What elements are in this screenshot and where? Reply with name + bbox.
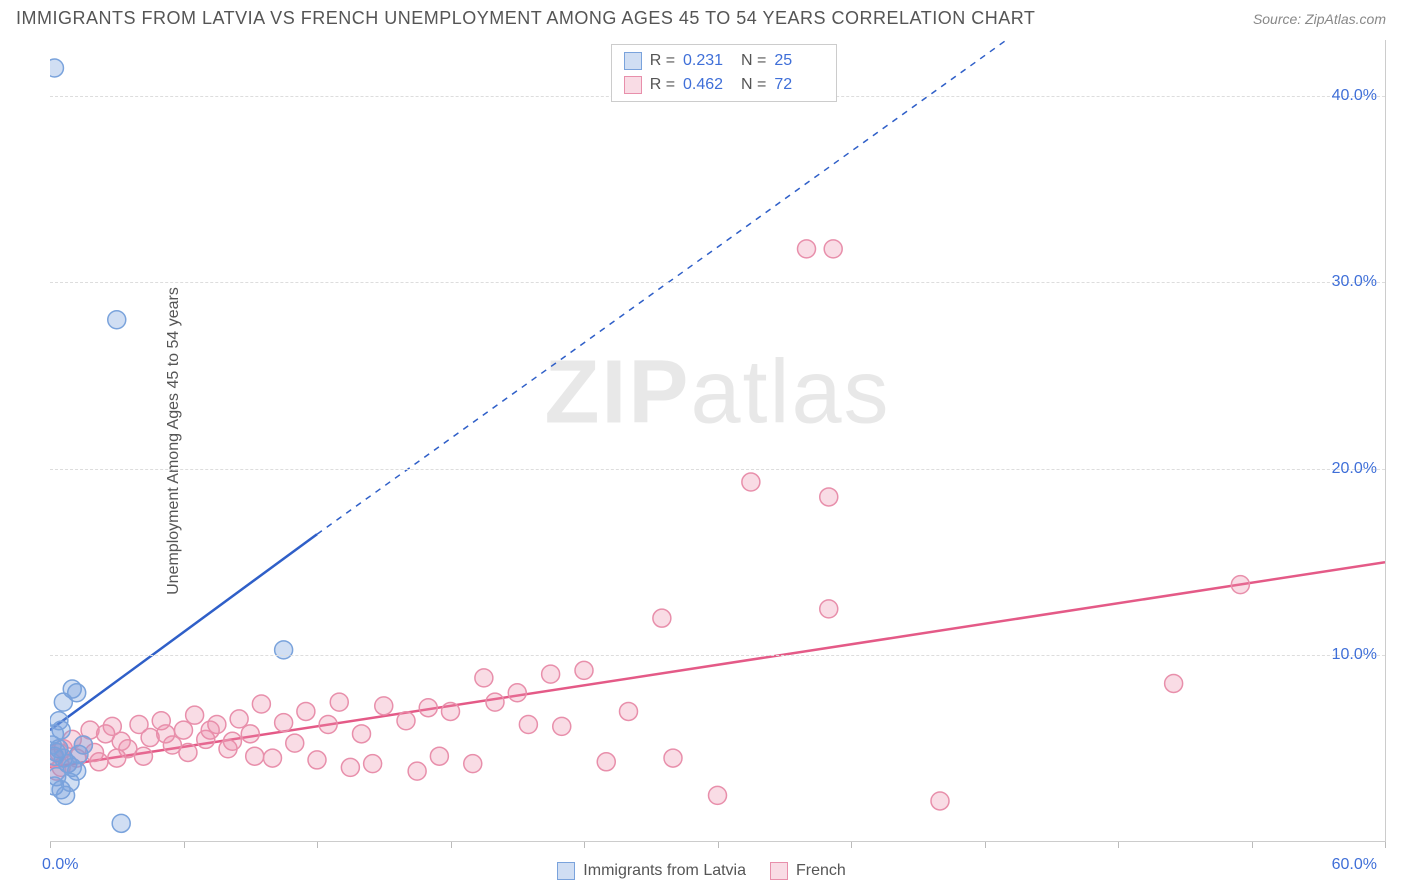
x-tick-mark bbox=[451, 842, 452, 848]
x-tick-mark bbox=[985, 842, 986, 848]
legend-row: R = 0.231 N = 25 bbox=[624, 49, 825, 73]
x-tick-mark bbox=[1252, 842, 1253, 848]
stat-r-label: R = bbox=[650, 49, 675, 73]
legend-row: R = 0.462 N = 72 bbox=[624, 73, 825, 97]
y-tick-label: 20.0% bbox=[1332, 460, 1377, 478]
chart-source: Source: ZipAtlas.com bbox=[1253, 11, 1386, 27]
stat-r-value: 0.231 bbox=[683, 49, 733, 73]
stat-r-label: R = bbox=[650, 73, 675, 97]
x-tick-mark bbox=[718, 842, 719, 848]
x-tick-mark bbox=[584, 842, 585, 848]
stat-n-label: N = bbox=[741, 73, 766, 97]
x-axis-label-min: 0.0% bbox=[42, 856, 78, 874]
y-tick-label: 30.0% bbox=[1332, 273, 1377, 291]
stat-r-value: 0.462 bbox=[683, 73, 733, 97]
legend-swatch bbox=[770, 862, 788, 880]
gridline bbox=[50, 469, 1385, 470]
legend-item: French bbox=[770, 862, 846, 880]
series-legend: Immigrants from Latvia French bbox=[557, 862, 846, 880]
stat-n-label: N = bbox=[741, 49, 766, 73]
y-tick-label: 10.0% bbox=[1332, 646, 1377, 664]
correlation-legend: R = 0.231 N = 25 R = 0.462 N = 72 bbox=[611, 44, 838, 102]
y-tick-label: 40.0% bbox=[1332, 87, 1377, 105]
x-tick-mark bbox=[1385, 842, 1386, 848]
x-tick-mark bbox=[317, 842, 318, 848]
gridline bbox=[50, 282, 1385, 283]
legend-item: Immigrants from Latvia bbox=[557, 862, 746, 880]
stat-n-value: 25 bbox=[774, 49, 824, 73]
chart-title: IMMIGRANTS FROM LATVIA VS FRENCH UNEMPLO… bbox=[16, 8, 1035, 29]
x-tick-mark bbox=[851, 842, 852, 848]
scatter-plot bbox=[50, 40, 1385, 842]
chart-area: Unemployment Among Ages 45 to 54 years Z… bbox=[50, 40, 1386, 842]
gridline bbox=[50, 655, 1385, 656]
x-axis-label-max: 60.0% bbox=[1332, 856, 1377, 874]
chart-header: IMMIGRANTS FROM LATVIA VS FRENCH UNEMPLO… bbox=[0, 0, 1406, 33]
legend-label: Immigrants from Latvia bbox=[583, 862, 746, 880]
x-tick-mark bbox=[184, 842, 185, 848]
legend-swatch bbox=[624, 76, 642, 94]
legend-swatch bbox=[557, 862, 575, 880]
x-axis-baseline bbox=[50, 841, 1385, 842]
stat-n-value: 72 bbox=[774, 73, 824, 97]
x-tick-mark bbox=[50, 842, 51, 848]
legend-swatch bbox=[624, 52, 642, 70]
legend-label: French bbox=[796, 862, 846, 880]
x-tick-mark bbox=[1118, 842, 1119, 848]
